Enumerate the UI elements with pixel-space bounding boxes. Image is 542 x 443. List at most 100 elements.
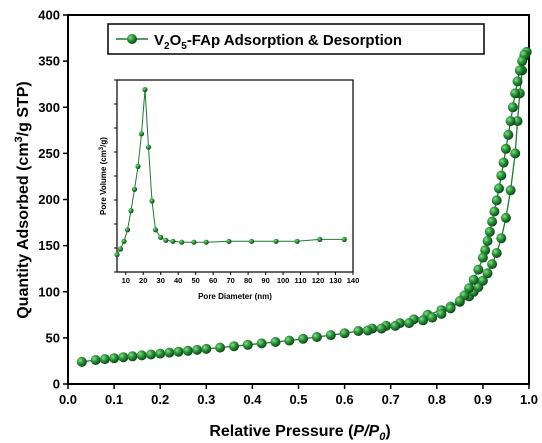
y-tick-label: 0 bbox=[53, 377, 60, 392]
inset-point bbox=[273, 238, 279, 244]
inset-x-tick-label: 120 bbox=[312, 276, 325, 285]
main-axis-ticks: 0.0 0.1 0.2 0.3 0.4 0.5 0.6 0.7 0.8 0.9 1.00501001… bbox=[38, 8, 538, 408]
inset-x-tick-label: 100 bbox=[277, 276, 290, 285]
adsorption-point bbox=[284, 335, 295, 346]
adsorption-point bbox=[90, 355, 101, 365]
x-axis-title: Relative Pressure (P/P0) bbox=[209, 423, 390, 443]
y-tick-label: 250 bbox=[38, 146, 60, 161]
inset-point bbox=[152, 227, 159, 233]
adsorption-point bbox=[215, 342, 226, 353]
adsorption-point bbox=[353, 326, 364, 336]
inset-x-tick-label: 40 bbox=[174, 276, 182, 285]
adsorption-point bbox=[229, 341, 239, 352]
inset-point bbox=[149, 198, 155, 204]
desorption-point bbox=[390, 320, 401, 331]
adsorption-point bbox=[339, 328, 350, 339]
y-tick-label: 300 bbox=[38, 100, 60, 115]
adsorption-point bbox=[173, 346, 184, 357]
desorption-point bbox=[454, 296, 465, 306]
desorption-point bbox=[517, 56, 528, 67]
desorption-point bbox=[404, 318, 415, 329]
legend-marker bbox=[127, 34, 137, 44]
desorption-point bbox=[503, 129, 514, 140]
adsorption-point bbox=[109, 353, 120, 364]
adsorption-point bbox=[242, 339, 253, 350]
desorption-point bbox=[468, 274, 479, 285]
desorption-point bbox=[473, 264, 484, 275]
inset-line bbox=[116, 89, 345, 255]
adsorption-point bbox=[256, 338, 267, 349]
x-tick-label: 0.6 bbox=[336, 392, 354, 407]
desorption-point bbox=[507, 102, 518, 113]
adsorption-point bbox=[136, 350, 147, 361]
desorption-point bbox=[510, 88, 521, 99]
inset-point bbox=[124, 227, 131, 233]
adsorption-point bbox=[76, 356, 87, 367]
x-tick-label: 1.0 bbox=[520, 392, 538, 407]
desorption-point bbox=[500, 143, 511, 154]
adsorption-point bbox=[118, 352, 129, 363]
inset-point bbox=[191, 239, 197, 245]
desorption-point bbox=[362, 325, 373, 336]
y-tick-label: 100 bbox=[38, 284, 60, 299]
desorption-point bbox=[445, 303, 456, 314]
desorption-point bbox=[514, 65, 525, 76]
inset-point bbox=[131, 186, 138, 192]
desorption-point bbox=[484, 226, 495, 237]
inset-point bbox=[135, 163, 141, 169]
adsorption-point bbox=[491, 248, 502, 258]
inset-x-tick-label: 20 bbox=[139, 276, 147, 285]
inset-point bbox=[121, 238, 127, 244]
y-tick-label: 50 bbox=[46, 330, 60, 345]
adsorption-point bbox=[298, 333, 309, 344]
adsorption-point bbox=[182, 345, 193, 356]
adsorption-point bbox=[311, 332, 322, 342]
y-axis-title: Quantity Adsorbed (cm3/g STP) bbox=[13, 81, 32, 319]
inset-chart: 10 20 30 40 50 60 70 80 90 100 110 120 130 140 Pore D… bbox=[99, 79, 360, 301]
y-tick-label: 150 bbox=[38, 238, 60, 253]
inset-x-tick-label: 10 bbox=[122, 276, 130, 285]
inset-axis-ticks: 10 20 30 40 50 60 70 80 90 100 110 120 130 140 bbox=[114, 79, 360, 285]
legend-box bbox=[107, 23, 485, 55]
inset-x-tick-label: 110 bbox=[295, 276, 307, 285]
desorption-point bbox=[512, 76, 523, 87]
desorption-point bbox=[464, 283, 475, 294]
inset-x-tick-label: 130 bbox=[329, 276, 342, 285]
inset-point bbox=[158, 234, 164, 240]
desorption-point bbox=[427, 312, 438, 323]
legend: V2O5-FAp Adsorption & Desorption bbox=[107, 23, 485, 55]
inset-x-tick-label: 60 bbox=[209, 276, 217, 285]
inset-x-tick-label: 70 bbox=[226, 276, 234, 285]
legend-label: V2O5-FAp Adsorption & Desorption bbox=[154, 32, 402, 52]
inset-point bbox=[114, 252, 120, 258]
x-tick-label: 0.4 bbox=[243, 392, 262, 407]
desorption-point bbox=[487, 216, 498, 227]
inset-point bbox=[341, 236, 347, 242]
adsorption-point bbox=[510, 148, 521, 159]
desorption-point bbox=[498, 157, 509, 168]
inset-point bbox=[179, 239, 185, 245]
inset-point bbox=[142, 87, 148, 93]
adsorption-point bbox=[155, 348, 166, 359]
adsorption-point bbox=[496, 233, 507, 244]
x-tick-label: 0.8 bbox=[428, 392, 446, 407]
adsorption-point bbox=[482, 268, 493, 279]
adsorption-point bbox=[500, 212, 511, 223]
inset-x-tick-label: 140 bbox=[347, 276, 360, 285]
desorption-point bbox=[505, 116, 516, 127]
inset-x-tick-label: 90 bbox=[261, 276, 269, 285]
main-series bbox=[76, 46, 532, 367]
inset-point bbox=[128, 208, 134, 214]
x-tick-label: 0.7 bbox=[382, 392, 400, 407]
inset-point bbox=[117, 246, 124, 252]
inset-point bbox=[138, 131, 145, 137]
inset-x-tick-label: 30 bbox=[157, 276, 165, 285]
inset-x-tick-label: 80 bbox=[244, 276, 252, 285]
x-tick-label: 0.5 bbox=[289, 392, 307, 407]
inset-point bbox=[294, 238, 300, 244]
adsorption-point bbox=[146, 349, 156, 360]
inset-point bbox=[317, 236, 323, 242]
x-tick-label: 0.2 bbox=[151, 392, 169, 407]
desorption-point bbox=[494, 183, 504, 194]
